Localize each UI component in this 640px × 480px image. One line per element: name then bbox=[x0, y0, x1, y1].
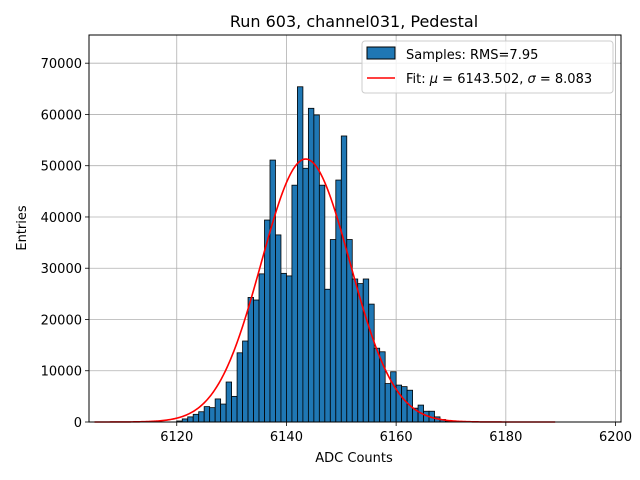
histogram-bar bbox=[318, 184, 326, 423]
histogram-bar bbox=[192, 413, 200, 423]
histogram-bar bbox=[340, 135, 348, 423]
histogram-bar bbox=[187, 416, 194, 423]
histogram-bar bbox=[225, 381, 232, 423]
histogram-bar bbox=[286, 275, 293, 423]
histogram-bar bbox=[324, 288, 331, 423]
histogram-bar bbox=[297, 86, 304, 423]
histogram-bar bbox=[373, 347, 381, 423]
histogram-bar bbox=[269, 159, 276, 423]
histogram-bar bbox=[351, 278, 359, 423]
chart-title: Run 603, channel031, Pedestal bbox=[230, 12, 478, 31]
x-tick-label: 6120 bbox=[160, 430, 193, 445]
histogram-bar bbox=[275, 234, 282, 423]
x-axis-ticks: 6120 6140 6160 6180 6200 bbox=[160, 422, 632, 445]
histogram-bar bbox=[214, 398, 222, 423]
histogram-bar bbox=[291, 184, 298, 423]
histogram-bar bbox=[313, 114, 320, 423]
histogram-bar bbox=[203, 406, 211, 423]
histogram-bar bbox=[247, 297, 254, 423]
y-tick-label: 70000 bbox=[41, 57, 82, 72]
y-tick-label: 60000 bbox=[41, 108, 82, 123]
y-tick-label: 40000 bbox=[41, 211, 82, 226]
y-tick-label: 20000 bbox=[41, 313, 82, 328]
histogram-bar bbox=[362, 278, 370, 423]
y-axis-ticks: 0 10000 20000 30000 40000 50000 60000 70000 bbox=[41, 57, 89, 431]
histogram-bar bbox=[253, 299, 260, 423]
x-axis-label: ADC Counts bbox=[315, 451, 393, 466]
histogram-bar bbox=[209, 407, 216, 423]
histogram-bar bbox=[280, 272, 287, 423]
histogram-bar bbox=[258, 273, 265, 423]
legend-samples-swatch bbox=[366, 46, 396, 60]
y-axis-label: Entries bbox=[15, 205, 30, 251]
histogram-bar bbox=[390, 371, 397, 423]
y-tick-label: 10000 bbox=[41, 365, 82, 380]
histogram-bar bbox=[242, 340, 249, 423]
histogram-bar bbox=[302, 167, 309, 423]
x-tick-label: 6160 bbox=[380, 430, 413, 445]
legend: Samples: RMS=7.95 Fit: μ = 6143.502, σ =… bbox=[361, 40, 614, 94]
x-tick-label: 6140 bbox=[270, 430, 303, 445]
histogram-bar bbox=[329, 239, 337, 423]
histogram-bar bbox=[307, 107, 315, 423]
histogram-bar bbox=[198, 411, 205, 423]
legend-box bbox=[361, 40, 614, 94]
y-tick-label: 0 bbox=[74, 416, 82, 431]
legend-samples-label: Samples: RMS=7.95 bbox=[406, 48, 538, 63]
x-tick-label: 6180 bbox=[489, 430, 522, 445]
legend-fit-label: Fit: μ = 6143.502, σ = 8.083 bbox=[406, 72, 592, 87]
y-tick-label: 50000 bbox=[41, 160, 82, 175]
histogram-bars bbox=[176, 86, 452, 423]
y-tick-label: 30000 bbox=[41, 262, 82, 277]
x-tick-label: 6200 bbox=[599, 430, 632, 445]
plot-frame bbox=[88, 34, 622, 423]
histogram-bar bbox=[401, 386, 408, 423]
histogram-bar bbox=[220, 403, 227, 423]
histogram-bar bbox=[368, 303, 375, 423]
histogram-bar bbox=[384, 383, 392, 423]
histogram-bar bbox=[236, 352, 243, 423]
histogram-bar bbox=[231, 395, 238, 423]
